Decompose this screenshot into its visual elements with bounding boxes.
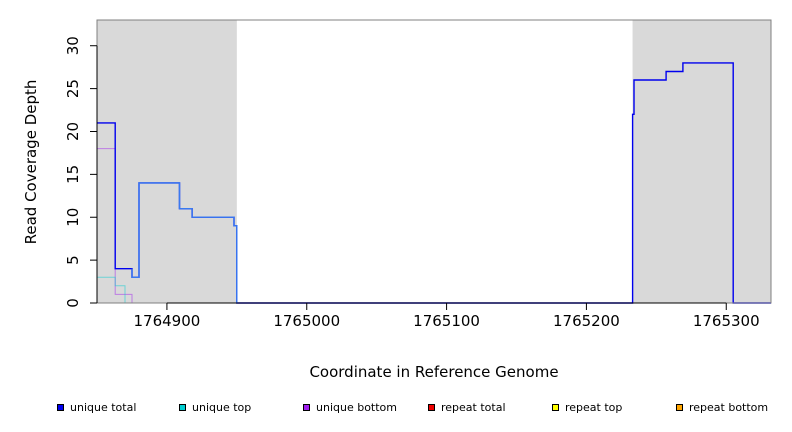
- y-tick-label: 25: [64, 79, 82, 98]
- shaded-region-2: [632, 20, 771, 303]
- legend-label: unique total: [70, 401, 137, 414]
- legend-label: repeat bottom: [689, 401, 769, 414]
- shaded-region-1: [97, 20, 237, 303]
- legend-swatch: [676, 404, 683, 411]
- y-tick-label: 15: [64, 165, 82, 184]
- y-axis-title: Read Coverage Depth: [22, 80, 40, 245]
- y-tick-label: 30: [64, 36, 82, 55]
- x-axis-title: Coordinate in Reference Genome: [309, 363, 558, 381]
- legend-swatch: [57, 404, 64, 411]
- legend: unique total unique top unique bottom repea…: [0, 401, 792, 417]
- x-tick-label: 1765100: [413, 312, 480, 330]
- legend-swatch: [552, 404, 559, 411]
- legend-label: unique top: [192, 401, 252, 414]
- x-tick-label: 1765300: [693, 312, 760, 330]
- x-axis: 1764900 1765000 1765100 1765200 1765300: [134, 302, 760, 330]
- legend-item-unique-total: unique total: [57, 401, 136, 414]
- x-tick-label: 1764900: [134, 312, 201, 330]
- legend-item-repeat-bottom: repeat bottom: [676, 401, 768, 414]
- legend-label: repeat top: [565, 401, 623, 414]
- legend-label: unique bottom: [316, 401, 398, 414]
- y-tick-label: 20: [64, 122, 82, 141]
- legend-swatch: [179, 404, 186, 411]
- y-tick-label: 10: [64, 208, 82, 227]
- y-tick-label: 0: [64, 298, 82, 308]
- y-tick-label: 5: [64, 255, 82, 265]
- y-axis: 0 5 10 15 20 25 30: [64, 36, 98, 308]
- series-line-overlay: [131, 182, 238, 303]
- shaded-regions: [97, 20, 771, 303]
- legend-item-repeat-total: repeat total: [428, 401, 506, 414]
- coverage-chart: 1764900 1765000 1765100 1765200 1765300 0 5 10…: [22, 19, 772, 381]
- legend-swatch: [428, 404, 435, 411]
- legend-item-unique-top: unique top: [179, 401, 251, 414]
- x-tick-label: 1765000: [273, 312, 340, 330]
- legend-label: repeat total: [441, 401, 506, 414]
- legend-item-unique-bottom: unique bottom: [303, 401, 397, 414]
- legend-swatch: [303, 404, 310, 411]
- legend-item-repeat-top: repeat top: [552, 401, 622, 414]
- x-tick-label: 1765200: [553, 312, 620, 330]
